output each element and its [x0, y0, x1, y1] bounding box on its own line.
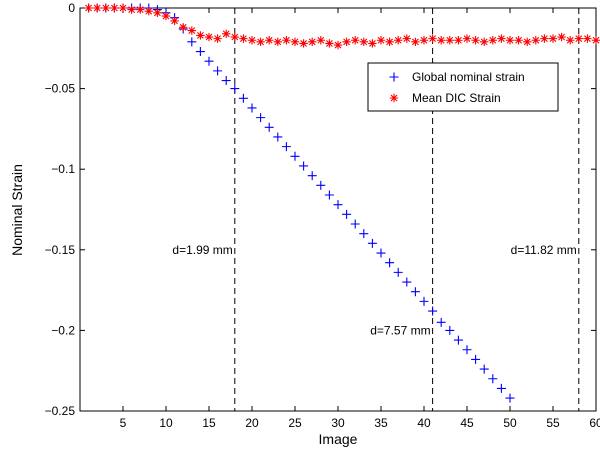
data-point: [317, 36, 325, 44]
data-point: [162, 12, 170, 20]
data-point: [153, 9, 161, 17]
data-point: [231, 33, 239, 41]
data-point: [480, 38, 488, 46]
x-tick-label: 10: [159, 416, 173, 430]
data-point: [411, 38, 419, 46]
data-point: [454, 36, 462, 44]
data-point: [308, 38, 316, 46]
data-point: [119, 4, 127, 12]
data-point: [239, 34, 247, 42]
data-point: [506, 36, 514, 44]
data-point: [188, 26, 196, 34]
legend: Global nominal strain Mean DIC Strain: [368, 63, 558, 111]
data-point: [179, 23, 187, 31]
data-point: [222, 30, 230, 38]
data-point: [299, 39, 307, 47]
x-tick-label: 45: [460, 416, 474, 430]
x-tick-label: 55: [546, 416, 560, 430]
data-point: [274, 38, 282, 46]
data-point: [196, 31, 204, 39]
x-tick-label: 20: [245, 416, 259, 430]
legend-label-global-nominal-strain: Global nominal strain: [412, 70, 525, 84]
data-point: [437, 36, 445, 44]
y-tick-label: −0.15: [45, 243, 76, 257]
x-axis-label: Image: [319, 431, 358, 447]
data-point: [127, 5, 135, 13]
data-point: [368, 39, 376, 47]
data-point: [540, 34, 548, 42]
y-tick-label: 0: [68, 1, 75, 15]
data-point: [566, 36, 574, 44]
data-point: [514, 36, 522, 44]
y-tick-label: −0.2: [51, 323, 75, 337]
data-point: [377, 36, 385, 44]
data-point: [446, 36, 454, 44]
y-axis-label: Nominal Strain: [9, 164, 25, 256]
x-tick-label: 25: [288, 416, 302, 430]
data-point: [291, 38, 299, 46]
x-tick-label: 30: [331, 416, 345, 430]
vline-label: d=1.99 mm: [172, 243, 232, 257]
x-tick-label: 60: [589, 416, 600, 430]
data-point: [145, 7, 153, 15]
data-point: [84, 4, 92, 12]
y-tick-label: −0.1: [51, 162, 75, 176]
data-point: [342, 38, 350, 46]
x-tick-label: 50: [503, 416, 517, 430]
data-point: [385, 38, 393, 46]
vline-label: d=11.82 mm: [511, 243, 577, 257]
data-point: [205, 33, 213, 41]
data-point: [265, 36, 273, 44]
data-point: [549, 34, 557, 42]
data-point: [360, 38, 368, 46]
y-tick-label: −0.05: [45, 82, 76, 96]
data-point: [170, 17, 178, 25]
data-point: [489, 36, 497, 44]
data-point: [325, 39, 333, 47]
data-point: [471, 36, 479, 44]
data-point: [136, 5, 144, 13]
data-point: [463, 34, 471, 42]
data-point: [428, 34, 436, 42]
x-tick-label: 15: [202, 416, 216, 430]
data-point: [583, 34, 591, 42]
legend-marker-mean-dic-strain: [390, 94, 398, 102]
data-point: [523, 38, 531, 46]
data-point: [282, 36, 290, 44]
data-point: [351, 36, 359, 44]
data-point: [213, 34, 221, 42]
data-point: [394, 36, 402, 44]
data-point: [93, 4, 101, 12]
data-point: [102, 4, 110, 12]
data-point: [256, 38, 264, 46]
legend-label-mean-dic-strain: Mean DIC Strain: [412, 91, 501, 105]
data-point: [403, 34, 411, 42]
data-point: [334, 41, 342, 49]
data-point: [575, 34, 583, 42]
y-tick-label: −0.25: [45, 404, 76, 418]
x-tick-label: 40: [417, 416, 431, 430]
data-point: [532, 36, 540, 44]
data-point: [248, 36, 256, 44]
x-tick-label: 5: [120, 416, 127, 430]
data-point: [420, 36, 428, 44]
x-tick-label: 35: [374, 416, 388, 430]
data-point: [110, 4, 118, 12]
data-point: [557, 33, 565, 41]
data-point: [592, 36, 600, 44]
vline-label: d=7.57 mm: [370, 323, 430, 337]
data-point: [497, 34, 505, 42]
